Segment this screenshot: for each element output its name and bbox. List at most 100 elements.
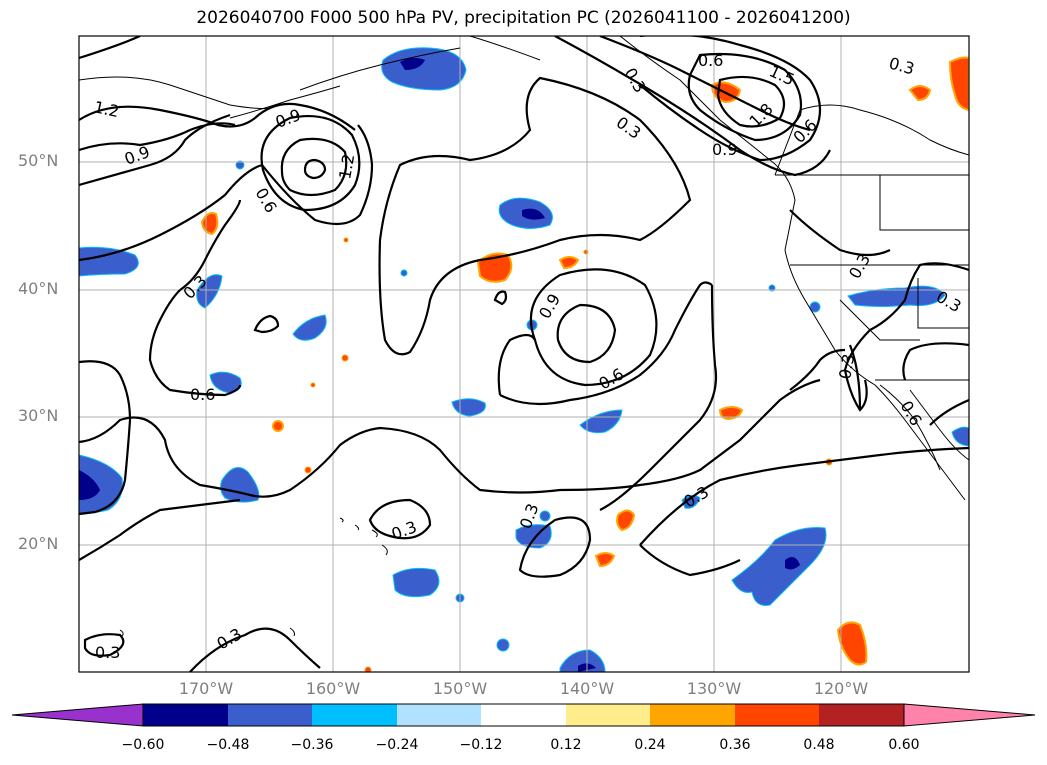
lon-label-160w: 160°W — [305, 679, 361, 698]
lat-label-30: 30°N — [18, 406, 59, 425]
colorbar-segment — [397, 704, 481, 726]
pv-contour — [253, 314, 280, 334]
map-frame — [78, 35, 970, 673]
precip-positive-blob — [558, 256, 580, 270]
precip-negative-blob — [381, 47, 467, 91]
precip-positive-blob — [836, 621, 868, 666]
canada-coast — [619, 36, 796, 251]
map-background — [79, 36, 969, 672]
colorbar-segment — [735, 704, 819, 726]
pv-contour — [378, 76, 692, 356]
colorbar-tick-label: −0.60 — [121, 737, 165, 753]
pv-ridge-inner — [716, 75, 786, 128]
colorbar-segment — [566, 704, 650, 726]
precip-negative-blob — [951, 426, 969, 447]
precip-negative-blob — [196, 274, 223, 309]
figure-title: 2026040700 F000 500 hPa PV, precipitatio… — [196, 8, 851, 28]
precipitation-fill — [79, 47, 969, 672]
precip-negative-blob — [220, 467, 260, 503]
precip-positive-dot — [272, 420, 284, 432]
colorbar-tick-label: −0.48 — [206, 737, 250, 753]
pv-contour — [789, 344, 862, 411]
colorbar-segment — [819, 704, 904, 726]
pv-contour — [554, 36, 831, 177]
islands — [119, 517, 388, 637]
island — [339, 517, 388, 556]
colorbar-segment — [228, 704, 312, 726]
lon-label-170w: 170°W — [178, 679, 234, 698]
precip-positive-dot — [364, 666, 372, 672]
lon-label-140w: 140°W — [559, 679, 615, 698]
precip-positive-blob — [476, 252, 513, 283]
contour-label: 1.2 — [335, 152, 358, 180]
precip-negative-blob — [579, 409, 623, 434]
lat-label-50: 50°N — [18, 151, 59, 170]
colorbar-segment — [481, 704, 566, 726]
precip-positive-blob — [908, 85, 932, 102]
contour-label: 0.3 — [835, 352, 858, 380]
pv-contour — [79, 36, 141, 60]
colorbar-tick-label: 0.24 — [634, 737, 666, 753]
pv-contour — [79, 498, 241, 561]
colorbar-tick-label: −0.12 — [459, 737, 503, 753]
pv-closed-low — [260, 114, 361, 212]
colorbar-tick-label: 0.48 — [803, 737, 835, 753]
pv-closed-low-inner — [280, 137, 348, 197]
pv-closed-low-inner — [556, 303, 617, 364]
precip-strong-negative — [79, 470, 100, 500]
contour-label: 0.6 — [190, 385, 215, 404]
precip-negative-blob — [292, 314, 327, 341]
pv-ridge-mid — [687, 52, 803, 142]
colorbar-frame — [142, 703, 905, 727]
colorbar-tick-label: −0.36 — [290, 737, 334, 753]
colorbar-segment — [143, 704, 228, 726]
precip-positive-dot — [304, 466, 312, 474]
pv-contour — [179, 199, 242, 291]
colorbar-tick-label: −0.24 — [375, 737, 419, 753]
pv-contour — [79, 378, 821, 498]
pv-contour — [189, 627, 321, 672]
precip-positive-blob — [594, 552, 616, 568]
precip-positive-blob — [718, 406, 744, 421]
precip-negative-dot — [539, 510, 551, 522]
coastlines — [79, 36, 969, 501]
pv-contour — [902, 342, 969, 426]
pv-contour — [79, 122, 236, 152]
pv-contour — [148, 289, 242, 397]
precip-strong-negative — [522, 208, 545, 220]
colorbar-extend-low — [11, 703, 144, 727]
pv-contours — [79, 36, 969, 672]
contour-label: 1.2 — [92, 97, 121, 121]
pv-closed-low — [529, 268, 658, 387]
canada-border — [774, 104, 969, 176]
us-west-coast — [784, 249, 966, 501]
pv-contour — [79, 124, 374, 262]
island — [119, 627, 295, 637]
pv-contour — [639, 544, 741, 577]
pv-contour — [79, 360, 132, 516]
pv-contour — [497, 281, 713, 406]
colorbar-extend-high — [903, 703, 1036, 727]
gridlines — [79, 36, 969, 672]
precip-strong-negative — [785, 556, 800, 570]
precip-strong-negative — [400, 57, 425, 70]
pv-contour — [639, 446, 969, 546]
pv-contour — [83, 633, 125, 657]
precip-positive-dot — [310, 382, 316, 388]
precip-negative-blob — [681, 494, 701, 509]
pv-contour — [79, 102, 356, 131]
lat-label-40: 40°N — [18, 279, 59, 298]
colorbar-tick-label: 0.36 — [719, 737, 751, 753]
colorbar-segment — [312, 704, 397, 726]
alaska-peninsula — [229, 85, 341, 119]
contour-label: 0.3 — [95, 643, 120, 662]
precip-negative-blob — [392, 567, 440, 598]
pv-contour — [518, 516, 592, 578]
pv-contour — [789, 209, 891, 257]
alaska-coast — [79, 36, 541, 110]
baja-coast — [879, 384, 969, 471]
lat-label-20: 20°N — [18, 534, 59, 553]
pv-ridge-outer — [639, 36, 821, 162]
pv-tiny-low — [303, 158, 327, 180]
